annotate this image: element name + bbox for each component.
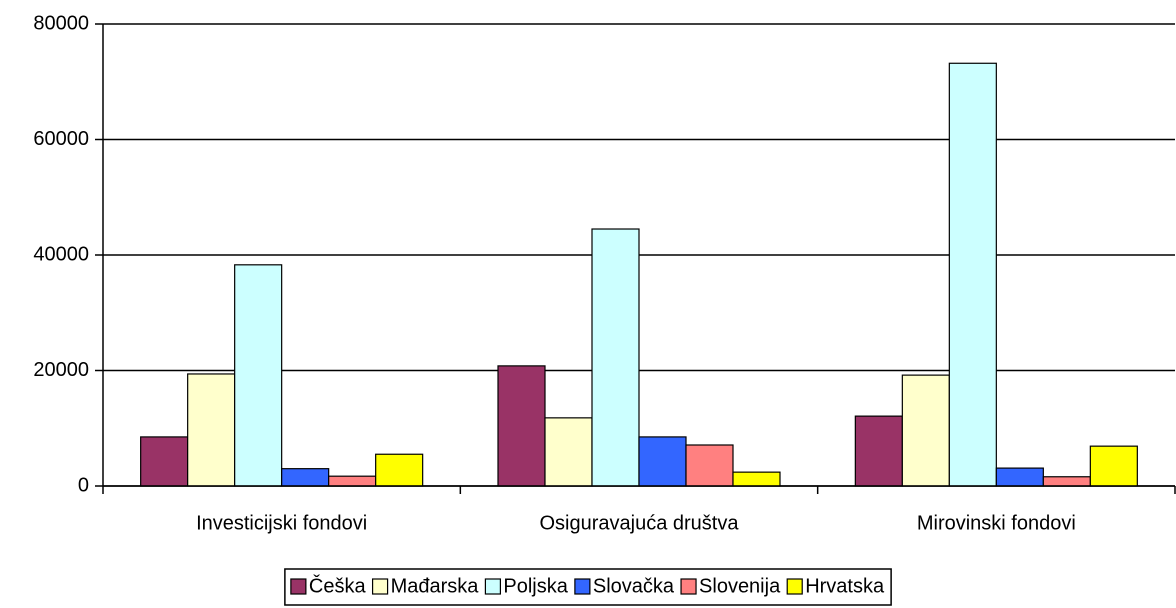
y-tick-label: 80000: [33, 12, 89, 34]
legend-swatch: [786, 578, 803, 595]
bar: [685, 444, 734, 487]
y-tick-label: 40000: [33, 243, 89, 265]
bar: [854, 415, 903, 487]
bar: [140, 436, 189, 487]
bar: [328, 475, 377, 487]
bar: [638, 436, 687, 487]
x-tick-label: Osiguravajuća društva: [540, 512, 740, 534]
bar: [544, 417, 593, 487]
legend-label: Slovenija: [699, 575, 781, 597]
legend-swatch: [290, 578, 307, 595]
x-tick-label: Investicijski fondovi: [196, 512, 367, 534]
legend-label: Mađarska: [391, 575, 480, 597]
legend-swatch: [484, 578, 501, 595]
legend-label: Češka: [309, 574, 367, 597]
bar: [1042, 476, 1091, 487]
y-tick-label: 0: [78, 474, 89, 496]
y-tick-label: 20000: [33, 359, 89, 381]
legend-swatch: [371, 578, 389, 595]
bar: [497, 365, 546, 487]
bar: [901, 374, 950, 487]
bar: [1089, 445, 1138, 487]
bar: [375, 453, 424, 487]
x-tick-label: Mirovinski fondovi: [917, 512, 1076, 534]
bar: [995, 467, 1044, 487]
legend-label: Hrvatska: [805, 575, 885, 597]
bar: [948, 62, 997, 487]
legend-label: Slovačka: [593, 575, 675, 597]
legend-swatch: [574, 578, 591, 595]
legend-label: Poljska: [503, 575, 568, 597]
bar: [732, 471, 781, 487]
bar: [234, 264, 283, 487]
y-tick-label: 60000: [33, 128, 89, 150]
legend-swatch: [680, 578, 697, 595]
bar: [281, 468, 330, 487]
bar: [187, 373, 236, 487]
bar: [591, 228, 640, 487]
legend: Češka Mađarska Poljska Slovačka Slovenija Hrv…: [284, 568, 892, 606]
